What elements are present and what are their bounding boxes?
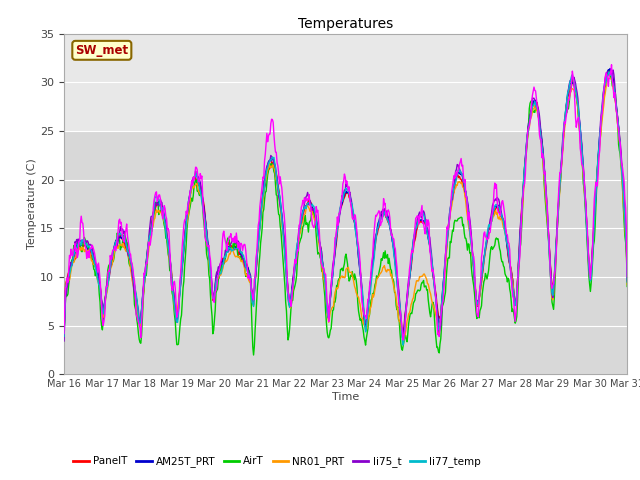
- Bar: [64, 34, 627, 131]
- Text: SW_met: SW_met: [76, 44, 129, 57]
- Y-axis label: Temperature (C): Temperature (C): [28, 158, 37, 250]
- Title: Temperatures: Temperatures: [298, 17, 393, 31]
- X-axis label: Time: Time: [332, 392, 359, 402]
